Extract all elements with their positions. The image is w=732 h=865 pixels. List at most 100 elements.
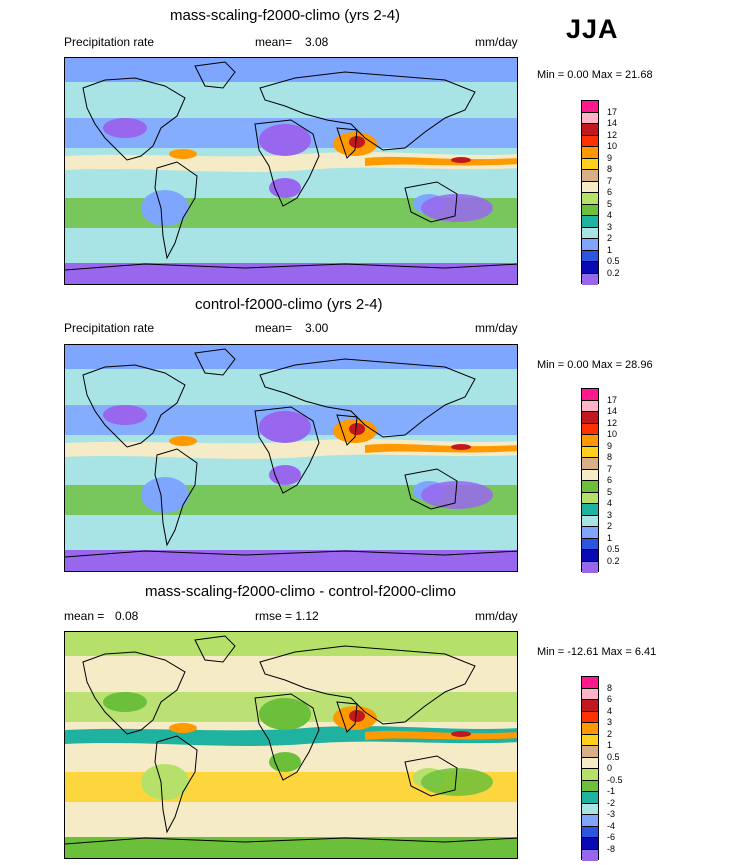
- colorbar-swatch: [582, 711, 598, 723]
- colorbar-tick-label: -8: [607, 843, 616, 854]
- colorbar-swatch: [582, 769, 598, 781]
- colorbar-tick-label: 10: [607, 141, 618, 151]
- colorbar-swatch: [582, 273, 598, 285]
- panel-3-mean-label: mean =: [64, 609, 105, 623]
- colorbar-swatch: [582, 469, 598, 481]
- panel-2-units: mm/day: [475, 321, 518, 335]
- colorbar-swatch: [582, 780, 598, 792]
- panel-2-map: [64, 344, 518, 572]
- colorbar-tick-label: 8: [607, 452, 613, 462]
- colorbar-swatch: [582, 561, 598, 573]
- colorbar-swatches: [581, 676, 599, 861]
- colorbar-tick-label: -3: [607, 809, 616, 819]
- colorbar-swatch: [582, 757, 598, 769]
- colorbar-tick-label: 1: [607, 740, 613, 750]
- colorbar-swatch: [582, 458, 598, 470]
- colorbar-tick-label: -4: [607, 820, 616, 831]
- panel-1-title: mass-scaling-f2000-climo (yrs 2-4): [170, 7, 401, 24]
- panel-2-title: control-f2000-climo (yrs 2-4): [195, 296, 383, 313]
- colorbar-swatch: [582, 677, 598, 689]
- colorbar-swatch: [582, 435, 598, 447]
- colorbar-tick-label: 1: [607, 244, 613, 255]
- colorbar-swatch: [582, 723, 598, 735]
- colorbar-swatch: [582, 147, 598, 159]
- colorbar-swatch: [582, 124, 598, 136]
- colorbar-swatch: [582, 389, 598, 401]
- colorbar-swatch: [582, 538, 598, 550]
- colorbar-tick-label: 12: [607, 417, 618, 428]
- panel-3-title: mass-scaling-f2000-climo - control-f2000…: [145, 583, 456, 600]
- colorbar-tick-label: 14: [607, 406, 618, 416]
- colorbar-tick-label: 7: [607, 175, 613, 186]
- colorbar-tick-label: 17: [607, 394, 618, 405]
- colorbar-swatch: [582, 181, 598, 193]
- colorbar-tick-label: -2: [607, 797, 616, 808]
- colorbar-tick-label: 4: [607, 498, 613, 508]
- colorbar-tick-label: 8: [607, 682, 613, 693]
- map-background: [65, 345, 517, 571]
- colorbar-tick-label: 5: [607, 486, 613, 497]
- panel-2-minmax: Min = 0.00 Max = 28.96: [537, 359, 653, 371]
- colorbar-swatch: [582, 803, 598, 815]
- colorbar-tick-label: 2: [607, 728, 613, 739]
- colorbar-swatch: [582, 193, 598, 205]
- colorbar-tick-label: 6: [607, 475, 613, 485]
- colorbar-tick-label: 2: [607, 233, 613, 243]
- colorbar-swatch: [582, 746, 598, 758]
- colorbar-tick-label: 6: [607, 187, 613, 197]
- colorbar-swatch: [582, 216, 598, 228]
- colorbar-swatch: [582, 412, 598, 424]
- colorbar-swatch: [582, 481, 598, 493]
- colorbar-swatch: [582, 815, 598, 827]
- panel-1-minmax: Min = 0.00 Max = 21.68: [537, 69, 653, 81]
- colorbar-tick-label: 3: [607, 221, 613, 232]
- colorbar-tick-label: 0.2: [607, 555, 620, 566]
- colorbar-swatch: [582, 262, 598, 274]
- panel-2-mean-label: mean=: [255, 321, 293, 335]
- colorbar-tick-label: 1: [607, 532, 613, 543]
- colorbar-tick-label: 12: [607, 129, 618, 140]
- colorbar-swatch: [582, 688, 598, 700]
- panel-3-units: mm/day: [475, 609, 518, 623]
- colorbar-tick-label: 3: [607, 717, 613, 727]
- colorbar-tick-label: 0: [607, 763, 613, 773]
- colorbar-tick-label: 4: [607, 210, 613, 220]
- panel-3-mean-value: 0.08: [115, 609, 139, 623]
- colorbar-tick-label: 7: [607, 463, 613, 474]
- colorbar-tick-label: 14: [607, 118, 618, 128]
- colorbar-tick-label: 0.2: [607, 267, 620, 278]
- colorbar-tick-label: 0.5: [607, 544, 620, 554]
- colorbar-tick-label: 2: [607, 521, 613, 531]
- panel-1-mean-value: 3.08: [305, 35, 329, 49]
- colorbar-swatch: [582, 204, 598, 216]
- panel-1-mean-label: mean=: [255, 35, 293, 49]
- map-background: [65, 632, 517, 858]
- colorbar-tick-label: 3: [607, 509, 613, 520]
- colorbar-tick-label: 9: [607, 152, 613, 163]
- colorbar-swatches: [581, 388, 599, 573]
- colorbar-tick-label: 10: [607, 429, 618, 439]
- colorbar-swatch: [582, 550, 598, 562]
- colorbar-tick-label: 17: [607, 106, 618, 117]
- colorbar-swatch: [582, 700, 598, 712]
- panel-3-map: [64, 631, 518, 859]
- panel-1-units: mm/day: [475, 35, 518, 49]
- colorbar-swatch: [582, 158, 598, 170]
- colorbar-swatch: [582, 492, 598, 504]
- panel-2-variable-label: Precipitation rate: [64, 321, 155, 335]
- colorbar-tick-label: 0.5: [607, 751, 620, 762]
- colorbar-swatch: [582, 826, 598, 838]
- colorbar-swatch: [582, 792, 598, 804]
- colorbar-swatch: [582, 734, 598, 746]
- colorbar-tick-label: 6: [607, 694, 613, 704]
- season-label: JJA: [566, 14, 619, 44]
- colorbar-swatch: [582, 250, 598, 262]
- colorbar-tick-label: 8: [607, 164, 613, 174]
- colorbar-swatch: [582, 838, 598, 850]
- panel-1-variable-label: Precipitation rate: [64, 35, 155, 49]
- colorbar-swatch: [582, 227, 598, 239]
- colorbar-swatch: [582, 504, 598, 516]
- panel-3-rmse: rmse = 1.12: [255, 609, 319, 623]
- colorbar-swatch: [582, 170, 598, 182]
- panel-1-map: [64, 57, 518, 285]
